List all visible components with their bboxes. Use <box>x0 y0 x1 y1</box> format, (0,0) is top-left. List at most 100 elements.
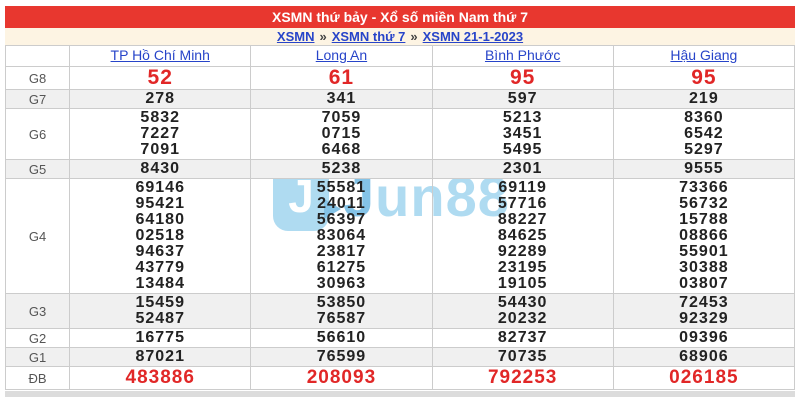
prize-cell: 026185 <box>612 366 796 390</box>
prize-number: 24011 <box>317 195 366 212</box>
province-header: TP Hồ Chí Minh <box>69 45 252 67</box>
prize-number: 64180 <box>135 211 185 228</box>
prize-number: 9555 <box>684 160 724 177</box>
prize-cell: 72453 92329 <box>612 293 796 329</box>
breadcrumb-link-2[interactable]: XSMN thứ 7 <box>331 29 406 44</box>
prize-number: 6468 <box>321 141 362 158</box>
prize-number: 56397 <box>316 211 367 228</box>
prize-number: 55581 <box>316 179 367 196</box>
prize-number: 2301 <box>502 160 543 177</box>
prize-number: 15788 <box>679 211 729 228</box>
prize-number: 8430 <box>140 160 181 177</box>
province-header: Hậu Giang <box>612 45 796 67</box>
prize-cell: 219 <box>612 89 796 109</box>
prize-number: 19105 <box>497 275 548 292</box>
prize-cell: 597 <box>431 89 614 109</box>
prize-number: 5297 <box>684 141 724 158</box>
prize-cell: 56610 <box>250 328 433 348</box>
prize-cell: 53850 76587 <box>250 293 433 329</box>
prize-number: 72453 <box>679 294 729 311</box>
prize-number: 88227 <box>497 211 548 228</box>
prize-cell: 55581 24011 56397 83064 23817 61275 30963 <box>250 178 433 294</box>
prize-number: 7091 <box>140 141 181 158</box>
prize-cell: 68906 <box>612 347 796 367</box>
prize-label: G4 <box>4 178 71 294</box>
prize-number: 03807 <box>679 275 729 292</box>
prize-number: 76599 <box>316 348 367 365</box>
prize-row-G6: G6 5832 7227 7091 7059 0715 6468 5213 3451 5495 83… <box>4 108 796 160</box>
prize-number: 56610 <box>316 329 367 346</box>
prize-number: 61275 <box>316 259 367 276</box>
prize-label: G8 <box>4 66 71 90</box>
breadcrumb-link-1[interactable]: XSMN <box>276 29 315 44</box>
province-link-4[interactable]: Hậu Giang <box>670 47 738 63</box>
prize-cell: 8430 <box>69 159 252 179</box>
prize-number: 23195 <box>497 259 548 276</box>
prize-number: 94637 <box>135 243 185 260</box>
prize-number: 219 <box>689 90 719 107</box>
prize-cell: 16775 <box>69 328 252 348</box>
prize-number: 0715 <box>321 125 362 142</box>
prize-cell: 483886 <box>69 366 252 390</box>
prize-number: 6542 <box>684 125 724 142</box>
prize-number: 53850 <box>316 294 367 311</box>
prize-row-G4: G4 69146 95421 64180 02518 94637 43779 13484 555… <box>4 178 796 294</box>
prize-number: 208093 <box>306 367 377 388</box>
prize-number: 13484 <box>135 275 185 292</box>
prize-number: 02518 <box>135 227 185 244</box>
prize-number: 09396 <box>679 329 729 346</box>
province-header: Bình Phước <box>431 45 614 67</box>
prize-number: 792253 <box>487 367 558 388</box>
province-link-1[interactable]: TP Hồ Chí Minh <box>110 47 210 63</box>
table-body: G8 52 61 95 95 G7 278 341 597 219 G6 5832 7227 7091 70… <box>4 66 796 390</box>
prize-cell: 76599 <box>250 347 433 367</box>
prize-label: G6 <box>4 108 71 160</box>
prize-cell: 5213 3451 5495 <box>431 108 614 160</box>
prize-number: 7227 <box>140 125 181 142</box>
prize-cell: 208093 <box>250 366 433 390</box>
prize-label: G7 <box>4 89 71 109</box>
prize-number: 026185 <box>669 367 739 388</box>
breadcrumb-link-3[interactable]: XSMN 21-1-2023 <box>422 29 524 44</box>
breadcrumb-separator: » <box>319 29 327 44</box>
prize-cell: 792253 <box>431 366 614 390</box>
prize-number: 70735 <box>497 348 548 365</box>
prize-cell: 8360 6542 5297 <box>612 108 796 160</box>
prize-number: 92289 <box>497 243 548 260</box>
prize-label: G3 <box>4 293 71 329</box>
province-link-3[interactable]: Bình Phước <box>484 47 561 63</box>
prize-number: 76587 <box>316 310 367 327</box>
prize-number: 597 <box>507 90 538 107</box>
prize-number: 5495 <box>502 141 543 158</box>
prize-number: 23817 <box>316 243 367 260</box>
table-header-row: TP Hồ Chí Minh Long An Bình Phước Hậu Giang <box>4 45 796 67</box>
breadcrumb: XSMN » XSMN thứ 7 » XSMN 21-1-2023 <box>5 28 795 45</box>
prize-number: 3451 <box>502 125 543 142</box>
prize-number: 84625 <box>497 227 548 244</box>
prize-cell: 70735 <box>431 347 614 367</box>
prize-cell: 73366 56732 15788 08866 55901 30388 03807 <box>612 178 796 294</box>
prize-number: 73366 <box>679 179 729 196</box>
province-link-2[interactable]: Long An <box>315 47 368 63</box>
prize-cell: 87021 <box>69 347 252 367</box>
prize-number: 20232 <box>497 310 548 327</box>
prize-number: 95 <box>509 66 536 89</box>
prize-cell: 54430 20232 <box>431 293 614 329</box>
prize-number: 52487 <box>135 310 185 327</box>
prize-cell: 278 <box>69 89 252 109</box>
prize-number: 95421 <box>135 195 185 212</box>
prize-number: 57716 <box>497 195 548 212</box>
prize-row-G5: G5 8430 5238 2301 9555 <box>4 159 796 179</box>
prize-label: G2 <box>4 328 71 348</box>
prize-row-G7: G7 278 341 597 219 <box>4 89 796 109</box>
prize-number: 92329 <box>679 310 729 327</box>
prize-number: 56732 <box>679 195 729 212</box>
prize-number: 43779 <box>135 259 185 276</box>
prize-cell: 7059 0715 6468 <box>250 108 433 160</box>
prize-number: 87021 <box>135 348 185 365</box>
prize-row-G3: G3 15459 52487 53850 76587 54430 20232 72453 923… <box>4 293 796 329</box>
prize-number: 95 <box>691 66 717 89</box>
prize-number: 8360 <box>684 109 724 126</box>
prize-number: 483886 <box>125 367 195 388</box>
prize-number: 69119 <box>498 179 547 196</box>
